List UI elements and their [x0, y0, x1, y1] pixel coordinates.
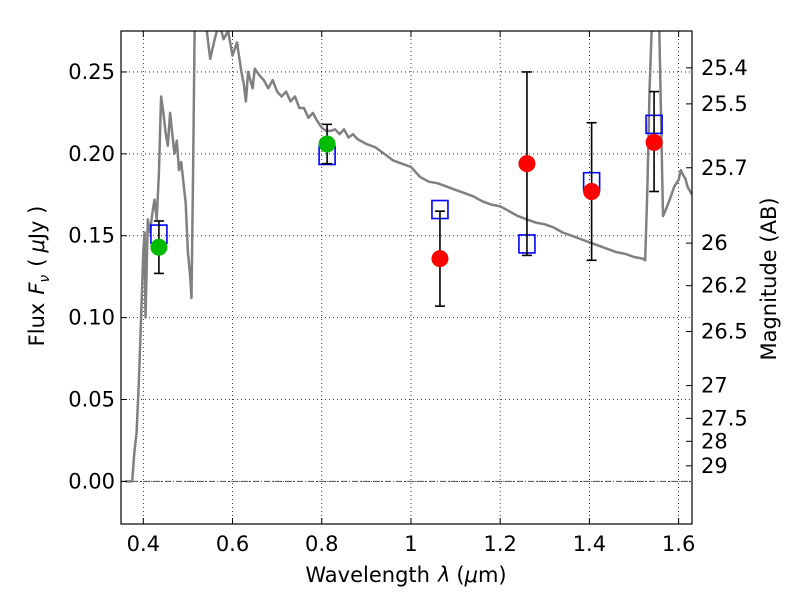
y-tick-label: 0.00 — [68, 469, 115, 493]
x-tick-label: 1 — [404, 532, 417, 556]
sed-model-layer — [125, 31, 692, 483]
y2-tick-label: 29 — [701, 454, 728, 478]
y-axis-label: Flux Fν ( μJy ) — [25, 206, 53, 347]
detection-point — [518, 155, 536, 173]
y2-axis-label: Magnitude (AB) — [757, 197, 781, 360]
detection-point — [645, 133, 663, 151]
y-axis-label-unit-mu: μ — [25, 239, 49, 253]
x-tick-label: 1.2 — [483, 532, 516, 556]
x-axis-label-unit-open: ( — [456, 563, 464, 587]
x-tick-label: 1.4 — [573, 532, 606, 556]
y2-tick-label: 26.2 — [701, 274, 748, 298]
grid-lines — [121, 31, 692, 524]
y2-tick-label: 28 — [701, 429, 728, 453]
y-tick-label: 0.10 — [68, 306, 115, 330]
y2-tick-label: 26 — [701, 231, 728, 255]
y2-tick-label: 25.5 — [701, 92, 748, 116]
detection-point — [431, 250, 449, 268]
y-tick-label: 0.20 — [68, 142, 115, 166]
x-tick-label: 1.6 — [662, 532, 695, 556]
detection-point — [150, 238, 168, 256]
x-axis-label-unit-rest: m) — [478, 563, 507, 587]
y-axis-label-unit-open: ( — [25, 259, 49, 267]
sed-model-curve — [125, 31, 692, 483]
y2-tick-label: 27.5 — [701, 406, 748, 430]
y-tick-label: 0.15 — [68, 224, 115, 248]
x-axis-label-symbol: λ — [437, 563, 450, 587]
x-axis-label: Wavelength λ (μm) — [305, 563, 506, 587]
y2-tick-label: 27 — [701, 374, 728, 398]
detection-point — [318, 135, 336, 153]
axis-ticks: 0.4 0.6 0.8 1 1.2 1.4 1.6 0.00 0.05 0.10 0.15 0.20 0… — [68, 31, 748, 556]
y-axis-label-text: Flux — [25, 303, 49, 347]
y2-tick-label: 25.7 — [701, 156, 748, 180]
x-axis-label-unit-mu: μ — [464, 563, 478, 587]
y-axis-label-symbol-sub: ν — [37, 275, 53, 283]
y-axis-label-unit-rest: Jy ) — [25, 206, 49, 242]
y2-tick-label: 25.4 — [701, 56, 748, 80]
detection-point — [583, 183, 601, 201]
data-marks — [150, 71, 663, 307]
plot-frame — [120, 30, 693, 525]
y-tick-label: 0.25 — [68, 60, 115, 84]
x-tick-label: 0.8 — [305, 532, 338, 556]
x-tick-label: 0.4 — [127, 532, 160, 556]
x-tick-label: 0.6 — [216, 532, 249, 556]
y-tick-label: 0.05 — [68, 388, 115, 412]
y-axis-label-symbol: F — [25, 282, 49, 295]
x-axis-label-text: Wavelength — [305, 563, 430, 587]
y2-tick-label: 26.5 — [701, 320, 748, 344]
